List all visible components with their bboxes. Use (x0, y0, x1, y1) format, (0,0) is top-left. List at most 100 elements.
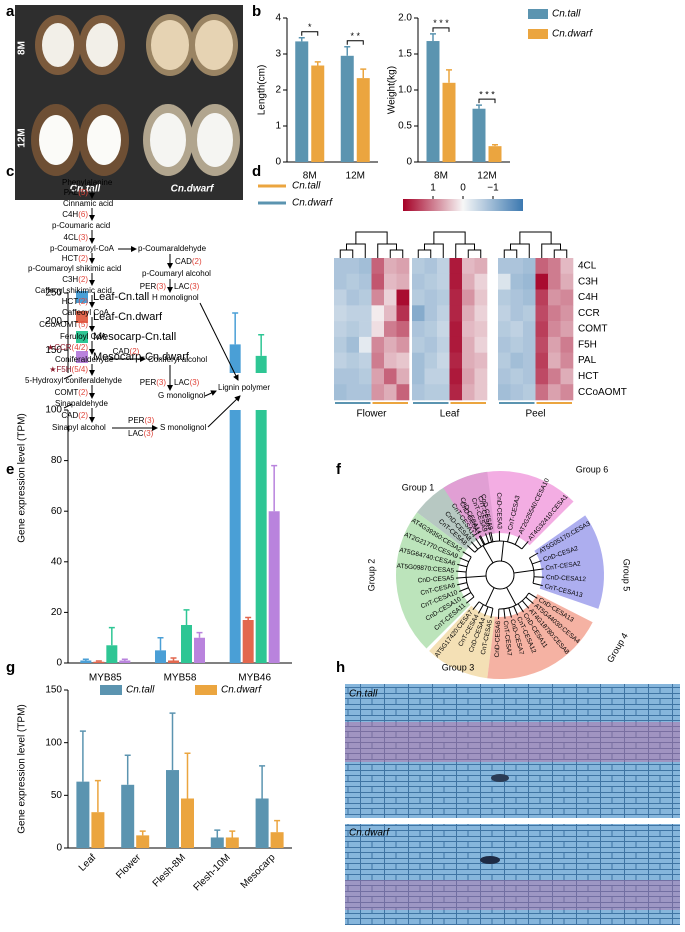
heatmap-cell (384, 274, 397, 290)
heatmap-cell (511, 305, 524, 321)
bar (256, 356, 267, 663)
heatmap-cell (523, 274, 536, 290)
significance-label: * * * (433, 18, 449, 28)
heatmap-cell (536, 321, 549, 337)
heatmap-cell (523, 368, 536, 384)
y-tick-label: 1 (275, 121, 281, 132)
heatmap-cell (412, 290, 425, 306)
heatmap-cell (450, 274, 463, 290)
bar (256, 798, 269, 848)
column-label: Cn.dwarf (171, 184, 215, 195)
bar (136, 835, 149, 848)
error-bar (109, 628, 115, 646)
heatmap-cell (462, 337, 475, 353)
branch (529, 593, 537, 598)
y-tick-label: 2 (275, 85, 281, 96)
legend-label: Cn.tall (292, 181, 321, 192)
dendrogram (504, 232, 567, 258)
heatmap-cell (498, 337, 511, 353)
heatmap-cell (498, 321, 511, 337)
row-label: 8M (17, 41, 28, 55)
heatmap-cell (450, 321, 463, 337)
enzyme-name: PER (140, 282, 157, 291)
enzyme: CAD(2) (61, 411, 88, 420)
heatmap-cell (462, 321, 475, 337)
enzyme: PER(3) (140, 378, 167, 387)
heatmap-cell (511, 368, 524, 384)
error-bar (229, 831, 235, 837)
enzyme-name: COMT (55, 388, 79, 397)
panel-label: h (336, 659, 345, 676)
heatmap-cell (475, 353, 488, 369)
gene-label: CCR (578, 308, 600, 319)
heatmap-cell (347, 305, 360, 321)
heatmap-cell (359, 384, 372, 400)
y-tick-label: 0 (56, 843, 62, 854)
heatmap-cell (523, 321, 536, 337)
enzyme: C4H(6) (62, 210, 88, 219)
heatmap-cell (450, 384, 463, 400)
y-tick-label: 4 (275, 13, 281, 24)
bar (357, 78, 370, 162)
error-bar (271, 466, 277, 512)
heatmap-cell (359, 353, 372, 369)
error-bar (125, 755, 131, 784)
heatmap-cell (372, 368, 385, 384)
heatmap-cell (372, 353, 385, 369)
colorbar-label: −1 (487, 183, 499, 194)
enzyme-name: LAC (174, 378, 190, 387)
y-tick-label: 0 (275, 157, 281, 168)
y-axis-label: Length(cm) (257, 65, 268, 116)
enzyme-name: PER (140, 378, 157, 387)
error-bar (430, 34, 436, 41)
heatmap-cell (425, 353, 438, 369)
heatmap-cell (450, 258, 463, 274)
panel-label: c (6, 163, 14, 180)
enzyme-name: CAD (113, 347, 130, 356)
heatmap-cell (450, 290, 463, 306)
legend-label: Cn.tall (126, 685, 155, 696)
enzyme-name: 4CL (64, 233, 79, 242)
heatmap-cell (437, 368, 450, 384)
panel-label: g (6, 659, 15, 676)
enzyme-count: (2) (130, 347, 140, 356)
heatmap-cell (372, 258, 385, 274)
heatmap-cell (334, 305, 347, 321)
heatmap-cell (462, 368, 475, 384)
branch (466, 597, 474, 603)
heatmap-cell (561, 337, 574, 353)
heatmap-cell (561, 258, 574, 274)
gene-label: 4CL (578, 261, 597, 272)
heatmap-cell (475, 258, 488, 274)
heatmap-cell (347, 274, 360, 290)
enzyme: ★CCR(4/2) (47, 343, 88, 352)
panel-label: d (252, 163, 261, 180)
heatmap-cell (462, 305, 475, 321)
branch (459, 558, 468, 562)
heatmap-cell (498, 353, 511, 369)
heatmap-cell (561, 384, 574, 400)
tree-root (486, 561, 514, 589)
error-bar (245, 617, 251, 620)
heatmap-cell (347, 321, 360, 337)
heatmap-cell (384, 321, 397, 337)
heatmap-cell (425, 337, 438, 353)
error-bar (214, 830, 220, 837)
error-bar (197, 633, 203, 638)
enzyme-name: ★CCR (47, 343, 72, 352)
heatmap-cell (397, 337, 410, 353)
heatmap-cell (561, 290, 574, 306)
bar (93, 662, 104, 663)
error-bar (232, 313, 238, 344)
heatmap-cell (347, 353, 360, 369)
bar (311, 66, 324, 162)
legend-label: Cn.dwarf (292, 198, 333, 209)
heatmap-cell (425, 305, 438, 321)
y-tick-label: 1.5 (398, 49, 412, 60)
y-tick-label: 80 (51, 455, 63, 466)
heatmap-cell (548, 384, 561, 400)
error-bar (95, 781, 101, 813)
enzyme-count: (2) (192, 257, 202, 266)
error-bar (492, 145, 498, 146)
